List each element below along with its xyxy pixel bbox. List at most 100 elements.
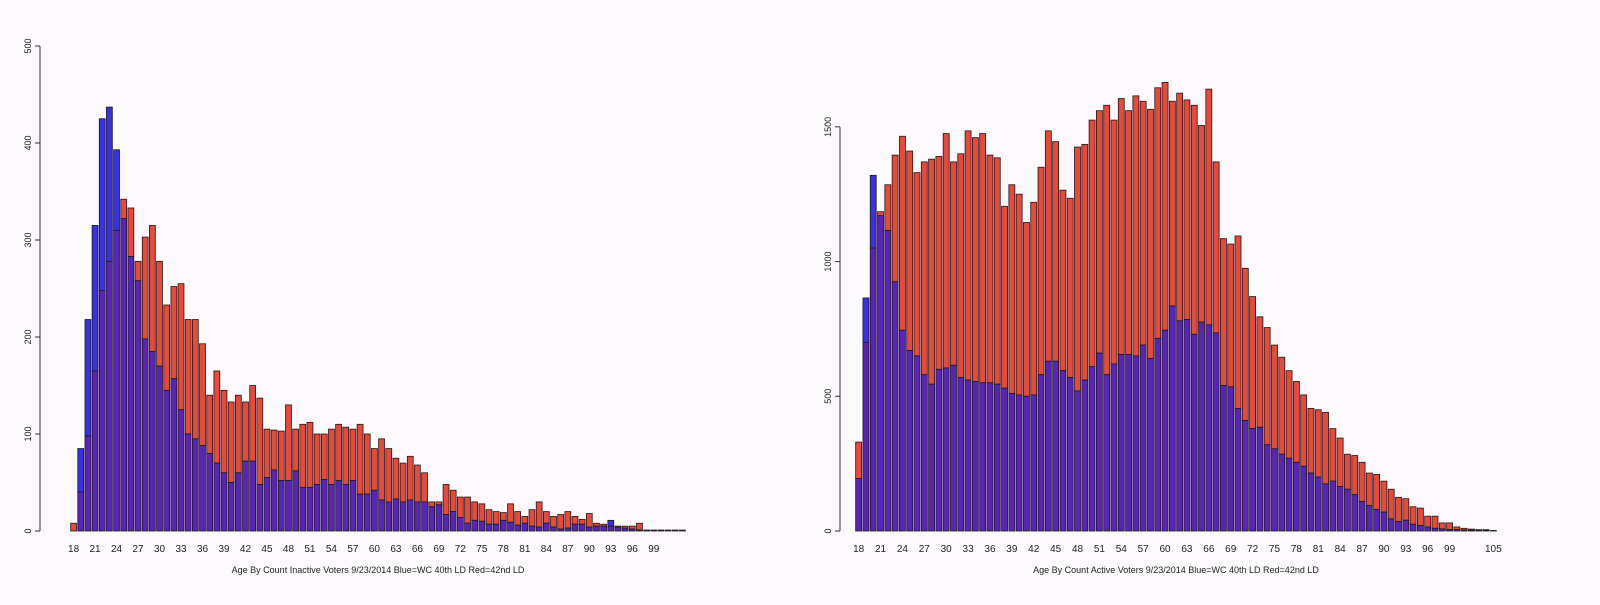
bar-red-34 xyxy=(971,137,979,382)
x-tick-label: 105 xyxy=(1485,544,1502,555)
bar-red-75 xyxy=(478,503,486,522)
bar-red-96 xyxy=(1424,515,1432,528)
bar-overlap-29 xyxy=(149,351,156,532)
x-tick-label: 84 xyxy=(1335,544,1347,555)
bar-overlap-90 xyxy=(585,526,593,532)
bar-overlap-78 xyxy=(1292,461,1300,532)
x-tick-label: 93 xyxy=(605,544,617,555)
bar-red-81 xyxy=(1314,409,1322,478)
bar-red-100 xyxy=(1453,526,1461,531)
bar-overlap-62 xyxy=(385,501,393,532)
bar-blue-23 xyxy=(106,106,113,262)
x-tick-label: 54 xyxy=(326,544,338,555)
bar-red-71 xyxy=(1241,267,1249,421)
bar-overlap-33 xyxy=(177,409,185,532)
bar-overlap-71 xyxy=(449,511,457,532)
bar-overlap-72 xyxy=(1249,428,1256,532)
bar-overlap-27 xyxy=(920,374,928,532)
bar-blue-24 xyxy=(113,149,120,231)
bar-overlap-54 xyxy=(1117,354,1125,532)
x-tick-label: 21 xyxy=(875,544,887,555)
bar-overlap-85 xyxy=(550,526,557,532)
bar-red-53 xyxy=(1110,119,1118,365)
x-tick-label: 42 xyxy=(240,544,252,555)
bar-blue-20 xyxy=(84,319,92,437)
bar-overlap-58 xyxy=(356,493,364,532)
bar-red-18 xyxy=(70,522,77,532)
bar-red-67 xyxy=(421,472,428,503)
y-tick-label: 200 xyxy=(23,329,33,344)
bar-red-84 xyxy=(542,511,550,524)
x-tick-label: 30 xyxy=(154,544,166,555)
bar-red-89 xyxy=(578,518,586,525)
x-tick-label: 87 xyxy=(1356,544,1368,555)
bar-red-37 xyxy=(206,394,214,454)
bar-overlap-45 xyxy=(1052,360,1060,532)
bar-red-45 xyxy=(263,428,271,479)
x-tick-label: 51 xyxy=(1094,544,1106,555)
bar-overlap-35 xyxy=(192,438,199,532)
bar-red-78 xyxy=(1292,381,1300,463)
x-tick-label: 36 xyxy=(197,544,209,555)
bar-overlap-96 xyxy=(628,528,636,532)
bar-red-33 xyxy=(177,283,185,411)
bar-red-65 xyxy=(1198,125,1205,323)
bar-red-88 xyxy=(571,516,579,525)
bar-overlap-26 xyxy=(913,355,921,532)
bar-overlap-35 xyxy=(979,382,987,532)
bar-overlap-81 xyxy=(1314,476,1322,532)
bar-blue-20 xyxy=(869,174,877,249)
bar-overlap-101 xyxy=(1460,529,1468,532)
x-tick-label: 81 xyxy=(1313,544,1325,555)
bar-red-29 xyxy=(149,225,156,352)
bar-overlap-47 xyxy=(1066,377,1074,532)
bar-red-47 xyxy=(1066,197,1074,378)
bar-red-48 xyxy=(1074,146,1081,392)
bar-red-69 xyxy=(435,501,443,506)
bar-red-52 xyxy=(1103,104,1111,376)
bar-overlap-81 xyxy=(521,522,529,532)
bar-overlap-51 xyxy=(1096,352,1103,532)
bar-red-70 xyxy=(1234,235,1242,409)
bar-overlap-96 xyxy=(1424,526,1432,532)
bar-overlap-22 xyxy=(98,290,106,532)
bar-red-67 xyxy=(1212,161,1220,334)
bar-red-70 xyxy=(442,484,450,515)
inactive-voters-chart: 0 100 200 300 400 500 18 21 24 27 30 33 36 39 42 45 48 51… xyxy=(23,38,686,575)
bar-red-56 xyxy=(1132,95,1140,357)
bar-overlap-34 xyxy=(184,433,192,532)
bar-red-72 xyxy=(1249,296,1256,430)
x-tick-label: 51 xyxy=(304,544,316,555)
bar-red-54 xyxy=(1117,98,1125,355)
x-tick-label: 33 xyxy=(175,544,187,555)
x-tick-label: 87 xyxy=(562,544,574,555)
bar-red-25 xyxy=(906,150,914,351)
bar-red-26 xyxy=(127,207,135,257)
bar-red-94 xyxy=(1409,506,1417,525)
bar-overlap-53 xyxy=(320,479,328,532)
bar-overlap-28 xyxy=(141,338,149,532)
bar-overlap-41 xyxy=(234,472,242,532)
bar-red-36 xyxy=(199,343,206,447)
bar-red-64 xyxy=(399,462,407,503)
bar-blue-93 xyxy=(607,519,615,527)
bar-red-79 xyxy=(1300,394,1308,467)
bar-red-55 xyxy=(1125,110,1132,355)
bar-overlap-48 xyxy=(285,480,292,532)
bar-overlap-62 xyxy=(1176,320,1184,532)
bar-red-87 xyxy=(1358,461,1366,502)
bar-red-44 xyxy=(1044,130,1052,362)
bar-red-80 xyxy=(1307,407,1315,474)
bar-red-63 xyxy=(1183,99,1191,320)
bar-overlap-72 xyxy=(457,517,464,532)
bar-red-32 xyxy=(957,153,965,378)
bar-red-78 xyxy=(500,512,507,521)
bar-overlap-19 xyxy=(77,491,85,532)
bar-overlap-54 xyxy=(328,484,335,532)
bar-overlap-67 xyxy=(421,501,428,532)
bar-overlap-77 xyxy=(1285,457,1293,532)
bar-red-91 xyxy=(1387,488,1395,520)
bar-red-42 xyxy=(242,401,249,462)
x-tick-label: 96 xyxy=(1422,544,1434,555)
bar-red-90 xyxy=(1380,480,1388,513)
